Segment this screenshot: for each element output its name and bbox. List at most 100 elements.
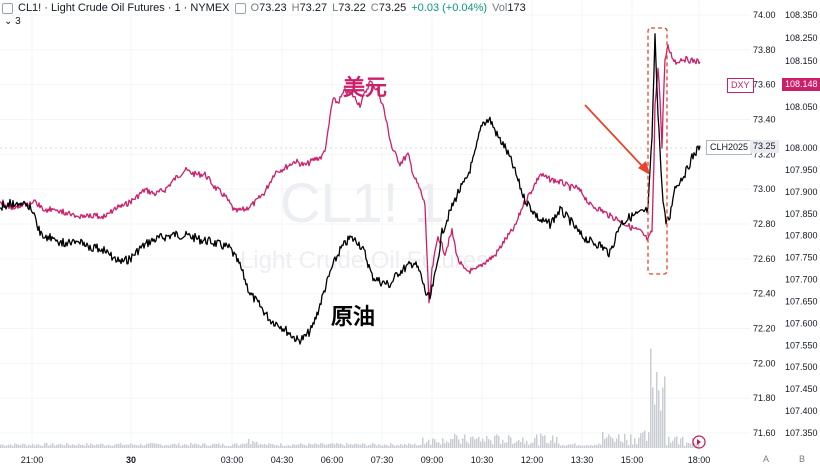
volume-bar bbox=[690, 443, 692, 448]
volume-bar bbox=[190, 443, 192, 448]
volume-bar bbox=[522, 437, 524, 448]
volume-bar bbox=[118, 444, 120, 448]
volume-bar bbox=[660, 410, 662, 448]
y-right-tick-label: 107.500 bbox=[785, 362, 818, 372]
volume-bar bbox=[24, 444, 26, 448]
volume-bar bbox=[550, 440, 552, 448]
volume-bar bbox=[654, 404, 656, 448]
volume-bar bbox=[420, 444, 422, 448]
volume-bar bbox=[326, 444, 328, 448]
volume-bar bbox=[518, 440, 520, 448]
volume-bar bbox=[384, 444, 386, 448]
volume-bar bbox=[682, 436, 684, 448]
volume-bar bbox=[378, 443, 380, 448]
volume-bar bbox=[264, 443, 266, 448]
auto-scale-button[interactable]: A bbox=[763, 454, 770, 464]
volume-bar bbox=[296, 444, 298, 448]
x-tick-label: 06:00 bbox=[321, 455, 344, 465]
volume-bar bbox=[322, 443, 324, 448]
volume-bar bbox=[38, 444, 40, 448]
chart-grid bbox=[0, 0, 750, 448]
volume-bar bbox=[238, 445, 240, 448]
open-value: 73.23 bbox=[259, 2, 287, 14]
y-left-tick-label: 72.20 bbox=[753, 324, 776, 334]
volume-bar bbox=[10, 444, 12, 448]
volume-bar bbox=[90, 443, 92, 448]
collapse-icon[interactable] bbox=[2, 2, 13, 14]
volume-bar bbox=[50, 444, 52, 448]
indicators-toggle[interactable]: ⌄ 3 bbox=[4, 16, 21, 27]
volume-bar bbox=[304, 444, 306, 448]
volume-bar bbox=[616, 438, 618, 448]
volume-bar bbox=[6, 445, 8, 448]
volume-bar bbox=[440, 444, 442, 448]
volume-bar bbox=[116, 443, 118, 448]
volume-bar bbox=[36, 444, 38, 448]
volume-bar bbox=[292, 444, 294, 448]
eye-icon[interactable] bbox=[234, 2, 246, 14]
volume-bar bbox=[446, 441, 448, 448]
volume-bar bbox=[284, 445, 286, 448]
y-left-tick-label: 73.80 bbox=[753, 45, 776, 55]
volume-bar bbox=[394, 445, 396, 448]
volume-bar bbox=[204, 443, 206, 448]
volume-bar bbox=[520, 442, 522, 448]
volume-bar bbox=[194, 443, 196, 448]
volume-bar bbox=[72, 444, 74, 448]
volume-bar bbox=[94, 445, 96, 448]
volume-bar bbox=[26, 445, 28, 448]
volume-bar bbox=[416, 445, 418, 448]
volume-bar bbox=[106, 445, 108, 448]
volume-bar bbox=[66, 443, 68, 448]
series-line-原油 bbox=[0, 33, 701, 345]
volume-bar bbox=[696, 443, 698, 448]
volume-bar bbox=[46, 443, 48, 448]
volume-bar bbox=[552, 435, 554, 448]
volume-bar bbox=[298, 444, 300, 448]
x-tick-label: 21:00 bbox=[21, 455, 44, 465]
volume-bar bbox=[390, 443, 392, 448]
volume-bar bbox=[634, 438, 636, 448]
symbol-watermark: CL1! 1 bbox=[280, 171, 445, 234]
volume-bar bbox=[0, 444, 2, 448]
volume-bar bbox=[374, 444, 376, 448]
y-right-tick-label: 107.900 bbox=[785, 187, 818, 197]
volume-bar bbox=[450, 438, 452, 448]
x-tick-label: 18:00 bbox=[688, 455, 711, 465]
volume-bar bbox=[398, 445, 400, 448]
volume-bar bbox=[4, 445, 6, 448]
volume-bar bbox=[458, 439, 460, 448]
volume-bar bbox=[638, 437, 640, 448]
volume-bar bbox=[42, 445, 44, 448]
volume-bar bbox=[80, 444, 82, 448]
volume-bar bbox=[470, 437, 472, 448]
volume-bar bbox=[52, 443, 54, 448]
volume-bar bbox=[276, 444, 278, 448]
volume-bar bbox=[530, 443, 532, 448]
volume-bar bbox=[568, 444, 570, 448]
volume-bar bbox=[246, 443, 248, 448]
volume-bar bbox=[370, 444, 372, 448]
volume-bar bbox=[532, 442, 534, 448]
volume-bar bbox=[484, 441, 486, 448]
volume-bar bbox=[102, 444, 104, 448]
volume-bar bbox=[498, 436, 500, 448]
volume-bar bbox=[602, 431, 604, 448]
symbol-title[interactable]: CL1! · Light Crude Oil Futures · 1 · NYM… bbox=[18, 2, 230, 14]
scale-toggle-button[interactable]: B bbox=[799, 454, 806, 464]
volume-bar bbox=[400, 444, 402, 448]
volume-bar bbox=[34, 445, 36, 448]
x-axis: 21:00 30 03:00 04:30 06:00 07:30 09:00 10:30 12:… bbox=[21, 455, 711, 465]
volume-bar bbox=[496, 434, 498, 448]
y-right-tick-label: 107.600 bbox=[785, 318, 818, 328]
series-line-美元 bbox=[0, 44, 701, 304]
volume-bar bbox=[230, 445, 232, 448]
volume-bar bbox=[558, 443, 560, 448]
volume-bar bbox=[176, 445, 178, 448]
volume-bar bbox=[666, 445, 668, 448]
volume-bar bbox=[502, 439, 504, 448]
replay-icon[interactable] bbox=[692, 435, 706, 449]
volume-bar bbox=[306, 445, 308, 448]
volume-bar bbox=[228, 445, 230, 448]
